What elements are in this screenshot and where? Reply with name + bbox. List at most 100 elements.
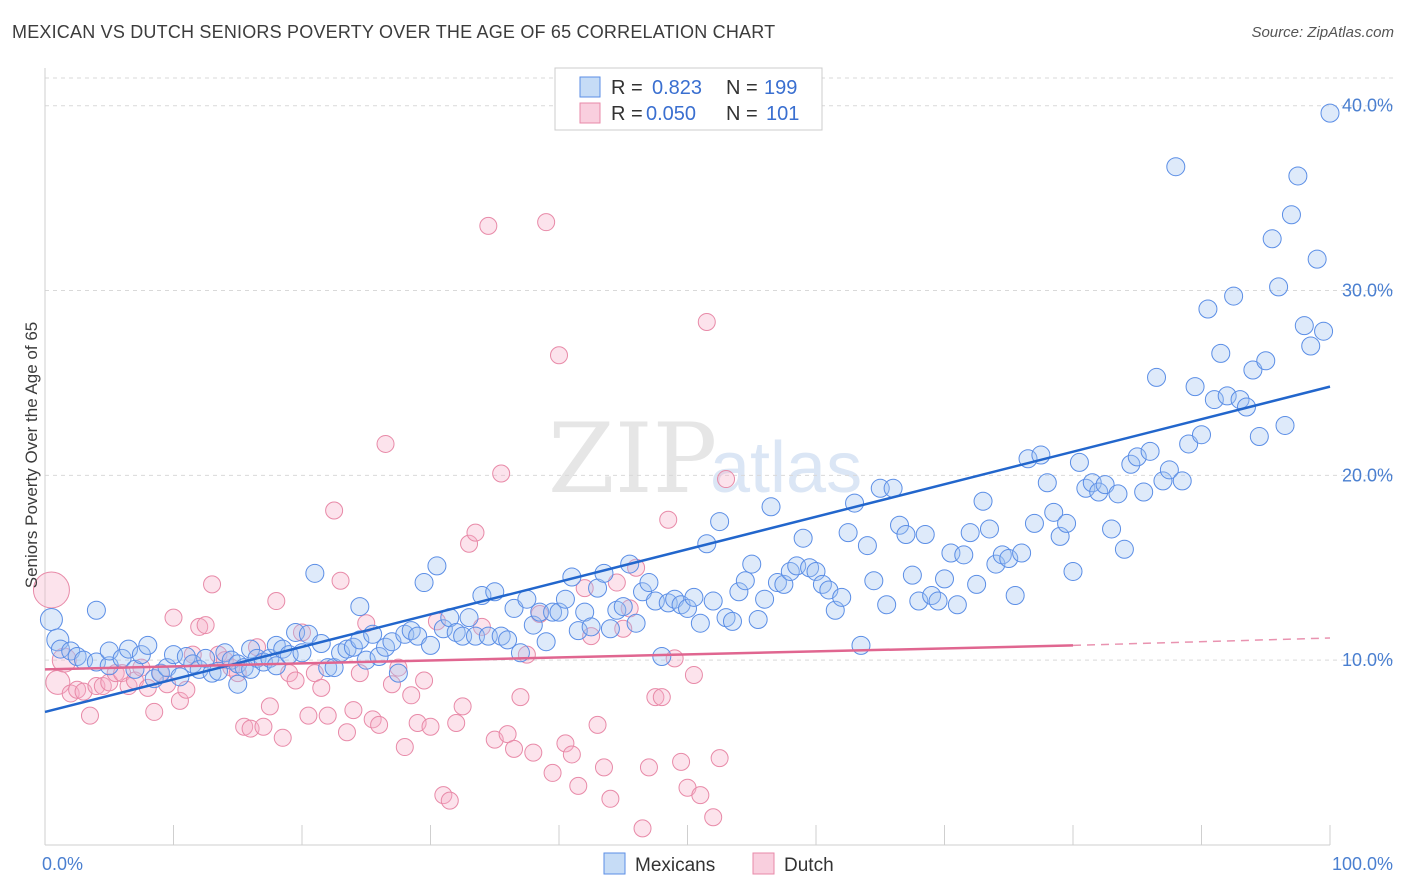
dutch-point <box>607 573 626 592</box>
mexican-point <box>1224 286 1244 306</box>
legend: R = 0.823 N = 199 R = 0.050 N = 101 <box>554 67 823 131</box>
dutch-point <box>550 346 568 365</box>
mexican-point <box>1159 460 1179 480</box>
mexican-point <box>607 600 627 620</box>
mexican-points <box>39 103 1340 694</box>
dutch-point <box>170 691 189 710</box>
legend-n-value-mexicans: 199 <box>764 77 797 99</box>
y-tick-label: 30.0% <box>1342 281 1393 301</box>
mexican-point <box>536 632 556 652</box>
mexican-point <box>979 519 999 539</box>
mexican-point <box>800 558 820 578</box>
legend-r-label-mexicans: R = <box>611 77 643 99</box>
mexican-point <box>568 621 588 641</box>
dutch-point <box>164 608 183 627</box>
mexican-point <box>1172 471 1192 491</box>
dutch-point <box>652 688 671 707</box>
mexican-point <box>735 571 755 591</box>
mexican-point <box>421 635 440 655</box>
mexican-point <box>86 652 106 672</box>
mexican-point <box>838 523 858 543</box>
mexican-point <box>742 554 762 574</box>
mexican-point <box>1095 475 1115 495</box>
dutch-trend-line-extension <box>1072 637 1331 647</box>
mexican-point <box>1294 316 1314 336</box>
trend-lines <box>44 385 1331 714</box>
mexican-point <box>857 536 877 556</box>
mexican-point <box>639 573 659 593</box>
legend-swatch-mexicans <box>579 76 601 98</box>
legend-r-value-mexicans: 0.823 <box>652 77 702 99</box>
mexican-point <box>1089 482 1109 502</box>
x-tick-label-max: 100.0% <box>1332 854 1393 874</box>
dutch-point <box>382 675 401 694</box>
mexican-point <box>1044 502 1064 522</box>
mexican-point <box>767 573 787 593</box>
y-tick-labels: 10.0% 20.0% 30.0% 40.0% <box>1342 96 1393 670</box>
dutch-point <box>524 743 543 762</box>
dutch-point <box>659 510 678 529</box>
legend-swatch-dutch <box>579 102 601 124</box>
dutch-point <box>235 717 254 736</box>
mexican-point <box>652 646 672 666</box>
mexican-point <box>902 565 922 585</box>
mexican-point <box>343 637 363 657</box>
dutch-point <box>594 758 613 777</box>
dutch-point <box>697 312 716 331</box>
legend-r-label-dutch: R = <box>611 103 643 125</box>
mexican-point <box>414 573 434 593</box>
grid-lines <box>45 77 1395 661</box>
watermark-zip: ZIP <box>548 403 717 515</box>
mexican-point <box>183 654 203 674</box>
mexican-point <box>1249 427 1269 447</box>
y-tick-label: 40.0% <box>1342 96 1393 116</box>
dutch-point <box>537 213 556 232</box>
mexican-point <box>633 582 653 602</box>
mexican-point <box>266 656 286 676</box>
mexican-point <box>498 630 518 650</box>
mexican-point <box>337 639 357 659</box>
dutch-point <box>691 786 710 805</box>
bottom-legend-swatch-mexicans <box>603 852 626 875</box>
mexican-point <box>581 617 601 637</box>
mexican-point <box>1301 336 1321 356</box>
bottom-legend-mexicans: Mexicans <box>635 855 715 876</box>
mexican-point <box>1037 473 1057 493</box>
mexican-point <box>1166 157 1186 177</box>
mexican-point <box>755 589 775 609</box>
mexican-point <box>1262 229 1282 249</box>
x-tick-label-min: 0.0% <box>42 854 83 874</box>
dutch-point <box>505 739 524 758</box>
dutch-point <box>704 808 723 827</box>
mexican-point <box>555 589 575 609</box>
mexican-point <box>710 512 730 532</box>
mexican-point <box>408 626 428 646</box>
dutch-point <box>633 819 652 838</box>
mexican-point <box>690 613 710 633</box>
mexican-point <box>1256 351 1276 371</box>
mexican-point <box>967 574 987 594</box>
dutch-point <box>601 789 620 808</box>
mexican-point <box>915 525 935 545</box>
mexican-point <box>722 611 742 631</box>
dutch-point <box>145 702 164 721</box>
mexican-point <box>992 545 1012 565</box>
dutch-point <box>100 673 119 692</box>
mexican-point <box>812 574 832 594</box>
y-axis-title: Seniors Poverty Over the Age of 65 <box>22 322 41 588</box>
mexican-point <box>1057 513 1077 533</box>
dutch-point <box>196 616 215 635</box>
mexican-point <box>119 639 139 659</box>
mexican-point <box>1108 484 1128 504</box>
mexican-point <box>1153 471 1173 491</box>
mexican-point <box>1134 482 1154 502</box>
dutch-point <box>466 523 485 542</box>
mexican-point <box>388 663 408 683</box>
mexican-point <box>433 619 453 639</box>
dutch-point <box>415 671 434 690</box>
dutch-point <box>80 706 99 725</box>
mexican-point <box>427 556 447 576</box>
mexican-point <box>1204 390 1224 410</box>
mexican-point <box>1121 454 1141 474</box>
x-tick-labels: 0.0% 100.0% <box>42 854 1393 874</box>
